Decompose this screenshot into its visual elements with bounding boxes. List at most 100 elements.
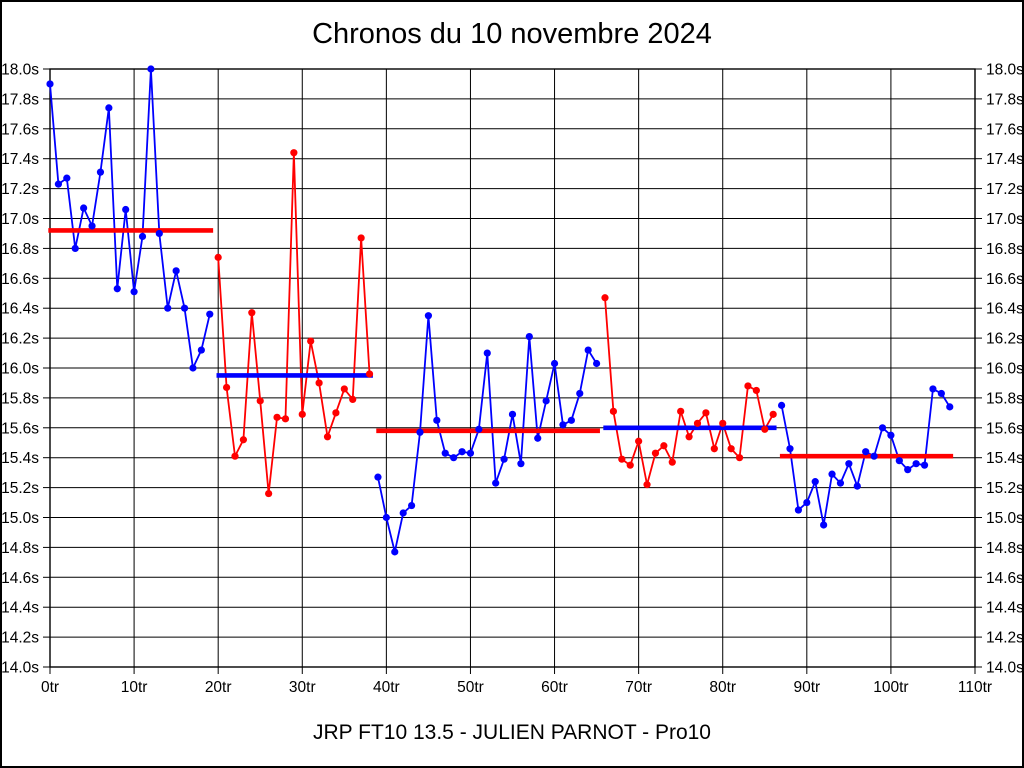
svg-text:15.6s: 15.6s (2, 420, 39, 437)
svg-text:15.8s: 15.8s (2, 390, 39, 407)
run-3-point (542, 397, 550, 405)
run-4-point (693, 419, 702, 427)
run-4-point (668, 458, 676, 466)
svg-text:14.8s: 14.8s (986, 540, 1024, 557)
svg-text:16.6s: 16.6s (986, 271, 1024, 288)
run-3-point (424, 312, 433, 320)
run-3-point (391, 548, 399, 556)
run-5-point (836, 479, 845, 487)
run-3-point (475, 425, 483, 433)
svg-text:18.0s: 18.0s (986, 62, 1024, 79)
run-5-point (786, 445, 794, 453)
run-5-point (820, 521, 828, 529)
svg-text:50tr: 50tr (457, 679, 484, 696)
run-5-point (870, 452, 878, 460)
run-1-point (63, 174, 71, 182)
run-4-point (727, 445, 735, 453)
svg-text:16.8s: 16.8s (2, 241, 39, 258)
run-1-point (96, 168, 105, 176)
run-2-point (332, 409, 340, 417)
run-2-point (307, 337, 315, 345)
svg-text:20tr: 20tr (205, 679, 232, 696)
run-1-point (164, 304, 172, 312)
run-1-point (46, 80, 54, 88)
svg-text:17.4s: 17.4s (986, 151, 1024, 168)
svg-text:14.4s: 14.4s (2, 600, 39, 617)
chart-footer: JRP FT10 13.5 - JULIEN PARNOT - Pro10 (313, 721, 711, 744)
run-2-point (281, 415, 290, 423)
svg-text:15.8s: 15.8s (986, 390, 1024, 407)
run-5-point (811, 478, 819, 486)
svg-text:14.8s: 14.8s (2, 540, 39, 557)
run-5-point (878, 424, 887, 432)
run-3-point (592, 359, 601, 368)
run-5-point (946, 403, 954, 411)
svg-text:14.6s: 14.6s (986, 570, 1024, 587)
run-4-point (761, 425, 769, 433)
run-1-point (138, 232, 147, 241)
run-4-point (626, 461, 634, 469)
run-5-point (887, 431, 895, 439)
svg-text:17.2s: 17.2s (986, 181, 1024, 198)
run-3-point (492, 479, 500, 487)
run-4-point (609, 407, 618, 415)
run-4-point (685, 433, 693, 441)
svg-text:16.2s: 16.2s (2, 331, 39, 348)
svg-text:16.4s: 16.4s (2, 301, 39, 318)
run-4-point (618, 455, 626, 463)
run-5-point (912, 460, 920, 468)
svg-text:15.4s: 15.4s (2, 450, 39, 467)
run-5-point (895, 457, 903, 465)
run-5-point (845, 460, 853, 468)
run-4-point (752, 386, 760, 395)
svg-text:14.0s: 14.0s (986, 660, 1024, 677)
svg-text:90tr: 90tr (793, 679, 820, 696)
run-4-point (635, 437, 643, 445)
svg-text:0tr: 0tr (41, 679, 59, 696)
svg-text:15.2s: 15.2s (2, 480, 39, 497)
svg-text:15.0s: 15.0s (986, 510, 1024, 527)
run-5-point (803, 498, 811, 507)
run-1-point (80, 204, 88, 212)
svg-text:14.0s: 14.0s (2, 660, 39, 677)
svg-text:17.4s: 17.4s (2, 151, 39, 168)
run-3-point (576, 389, 584, 398)
svg-text:15.0s: 15.0s (2, 510, 39, 527)
run-1-point (155, 229, 163, 238)
run-2-point (315, 379, 323, 387)
run-1-point (180, 304, 189, 312)
run-4-point (710, 445, 718, 453)
run-3-point (399, 509, 407, 517)
run-3-point (517, 460, 525, 468)
run-5-point (777, 401, 786, 409)
svg-text:16.0s: 16.0s (2, 361, 39, 378)
run-3-point (382, 513, 390, 522)
run-4-point (601, 294, 609, 302)
run-3-point (508, 410, 517, 418)
run-3-point (483, 349, 491, 357)
run-1-point (88, 222, 96, 230)
svg-text:100tr: 100tr (873, 679, 908, 696)
run-2-point (349, 395, 357, 403)
axis-ticks (43, 68, 982, 674)
run-1-point (197, 346, 205, 354)
svg-text:16.6s: 16.6s (2, 271, 39, 288)
run-3-point (416, 428, 424, 436)
svg-text:30tr: 30tr (289, 679, 316, 696)
svg-text:14.2s: 14.2s (986, 630, 1024, 647)
svg-text:16.8s: 16.8s (986, 241, 1024, 258)
run-1-point (206, 310, 214, 318)
run-3-point (374, 473, 382, 481)
run-4-point (719, 419, 727, 427)
run-3-point (458, 448, 466, 456)
svg-text:17.0s: 17.0s (2, 211, 39, 228)
svg-text:17.0s: 17.0s (986, 211, 1024, 228)
run-3-point (534, 434, 542, 442)
run-4-point (643, 481, 651, 489)
run-3-point (441, 449, 449, 457)
run-1-line (49, 68, 211, 372)
svg-text:14.6s: 14.6s (2, 570, 39, 587)
run-3-point (525, 333, 533, 341)
run-1-point (54, 180, 63, 188)
